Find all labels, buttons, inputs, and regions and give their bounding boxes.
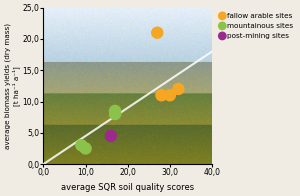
Point [83, 147, 88, 150]
Point [159, 94, 164, 97]
Point [155, 31, 160, 34]
Point [113, 109, 118, 113]
Y-axis label: average biomass yields (dry mass)
[t ha⁻¹ a⁻¹]: average biomass yields (dry mass) [t ha⁻… [4, 23, 20, 149]
Point [167, 94, 172, 97]
X-axis label: average SQR soil quality scores: average SQR soil quality scores [61, 183, 194, 192]
Point [113, 113, 118, 116]
Point [176, 87, 181, 91]
Point [109, 134, 113, 138]
Point [79, 144, 84, 147]
Legend: fallow arable sites, mountainous sites, post-mining sites: fallow arable sites, mountainous sites, … [219, 11, 295, 40]
